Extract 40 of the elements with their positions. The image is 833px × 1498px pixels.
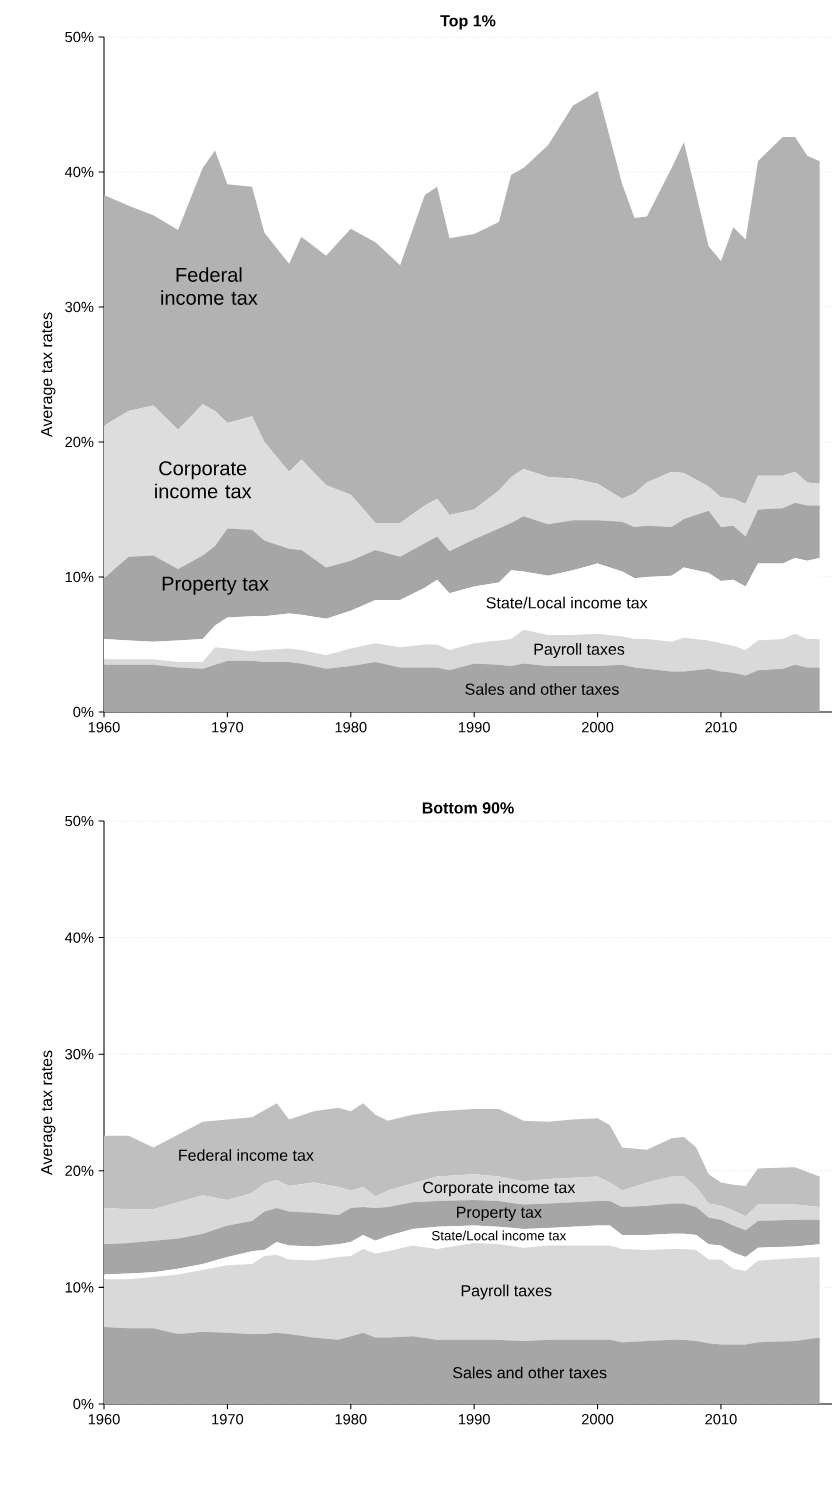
chart-title: Top 1%: [440, 15, 496, 30]
series-label: Payroll taxes: [462, 1284, 552, 1300]
x-tick-label: 1980: [335, 1414, 367, 1425]
x-tick-label: 1960: [89, 1414, 120, 1425]
y-tick-label: 50%: [65, 31, 94, 43]
series-label: State/Local income tax: [486, 596, 648, 609]
x-tick-label: 1990: [459, 722, 491, 733]
y-tick-label: 0%: [73, 1398, 94, 1410]
x-tick-label: 2000: [582, 722, 614, 733]
y-tick-label: 10%: [65, 1282, 94, 1293]
series-label: Sales and other taxes: [453, 1366, 607, 1379]
x-tick-label: 2010: [705, 722, 737, 733]
y-tick-label: 30%: [65, 301, 94, 313]
y-tick-label: 0%: [73, 706, 94, 718]
series-label: Corporate income tax: [423, 1181, 576, 1197]
x-tick-label: 1990: [459, 1414, 491, 1425]
series-label: Payroll taxes: [534, 643, 625, 659]
x-tick-label: 1960: [89, 722, 120, 733]
chart-title: Bottom 90%: [423, 802, 515, 814]
y-tick-label: 30%: [65, 1049, 94, 1060]
y-tick-label: 50%: [65, 815, 94, 827]
y-tick-label: 10%: [65, 571, 94, 583]
y-tick-label: 20%: [65, 436, 94, 448]
series-label: Property tax: [457, 1206, 543, 1222]
x-tick-label: 2000: [582, 1414, 614, 1425]
series-label: Federal income tax: [179, 1149, 314, 1161]
y-axis-title: Average tax rates: [41, 312, 56, 438]
x-tick-label: 1970: [212, 1414, 244, 1425]
series-label: Property tax: [163, 576, 269, 595]
x-tick-label: 1980: [335, 722, 367, 733]
y-tick-label: 40%: [65, 932, 94, 943]
series-label: Federal income tax: [161, 267, 258, 305]
x-tick-label: 1970: [212, 722, 244, 733]
y-tick-label: 40%: [65, 166, 94, 178]
y-axis-title: Average tax rates: [41, 1050, 56, 1176]
series-label: Sales and other taxes: [465, 683, 620, 695]
series-label: State/Local income tax: [432, 1230, 567, 1241]
y-tick-label: 20%: [65, 1165, 94, 1176]
series-label: Corporate income tax: [155, 461, 252, 499]
x-tick-label: 2010: [705, 1414, 737, 1425]
